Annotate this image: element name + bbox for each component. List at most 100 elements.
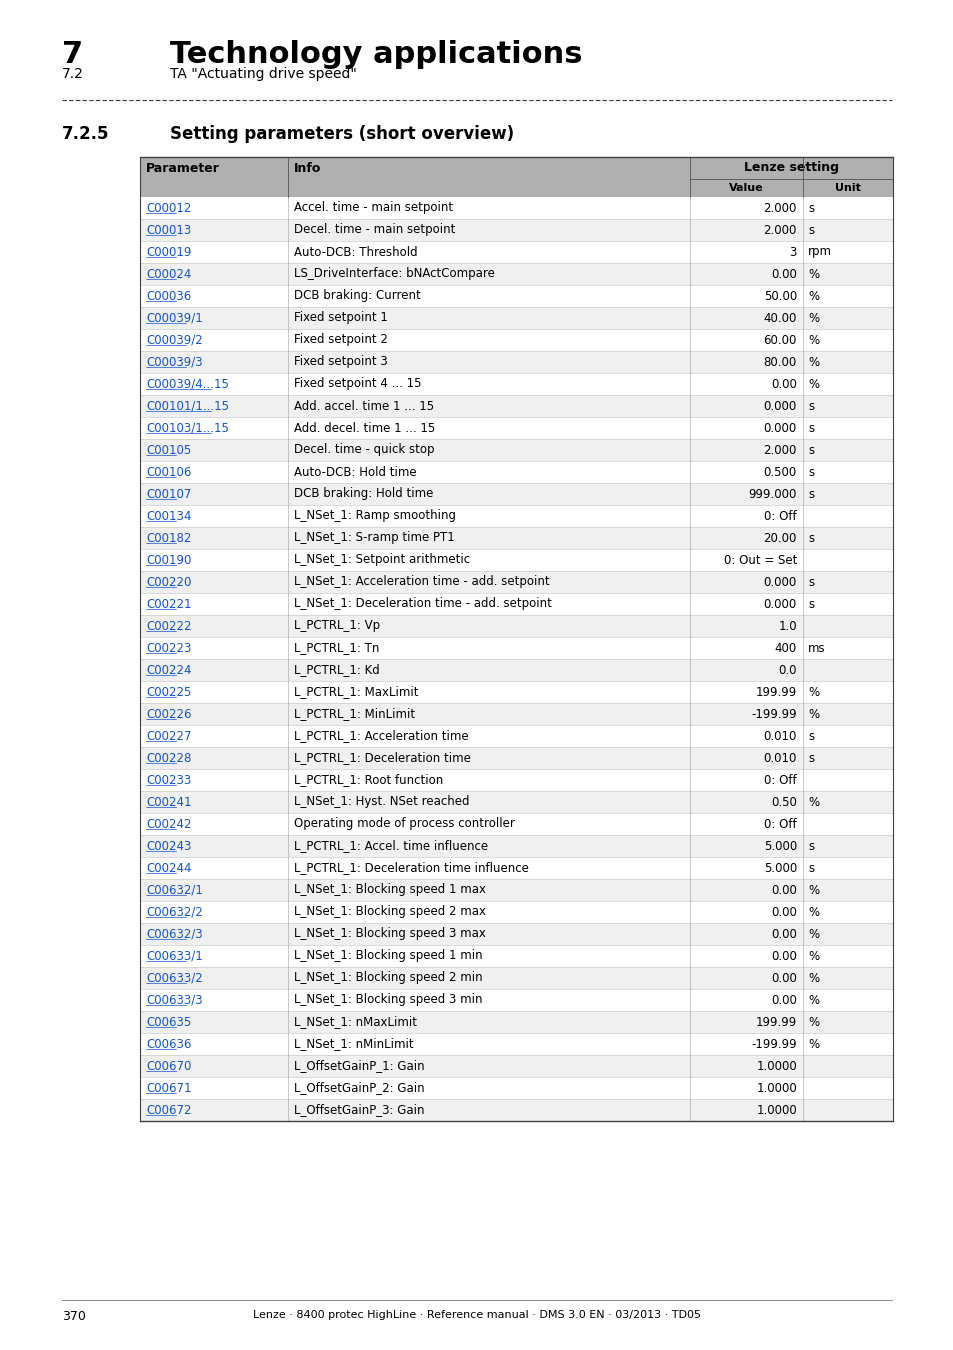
Bar [140, 417, 892, 439]
Bar [140, 460, 892, 483]
Text: 0.010: 0.010 [762, 729, 796, 742]
Text: C00633/1: C00633/1 [146, 949, 203, 963]
Text: C00226: C00226 [146, 707, 192, 721]
Text: s: s [807, 224, 813, 236]
Text: %: % [807, 949, 819, 963]
Text: Unit: Unit [834, 184, 860, 193]
Text: 2.000: 2.000 [762, 201, 796, 215]
Text: 1.0000: 1.0000 [756, 1103, 796, 1116]
Text: %: % [807, 972, 819, 984]
Text: s: s [807, 487, 813, 501]
Text: 3: 3 [789, 246, 796, 258]
Bar [140, 306, 892, 329]
Text: Auto-DCB: Threshold: Auto-DCB: Threshold [294, 246, 417, 258]
Text: LS_DriveInterface: bNActCompare: LS_DriveInterface: bNActCompare [294, 267, 495, 281]
Bar [140, 157, 892, 180]
Text: L_PCTRL_1: MaxLimit: L_PCTRL_1: MaxLimit [294, 686, 418, 698]
Text: L_NSet_1: Acceleration time - add. setpoint: L_NSet_1: Acceleration time - add. setpo… [294, 575, 549, 589]
Text: %: % [807, 927, 819, 941]
Text: s: s [807, 466, 813, 478]
Text: 0.00: 0.00 [770, 378, 796, 390]
Bar [140, 373, 892, 396]
Text: 2.000: 2.000 [762, 444, 796, 456]
Bar [140, 439, 892, 460]
Bar [140, 703, 892, 725]
Text: %: % [807, 1015, 819, 1029]
Text: %: % [807, 289, 819, 302]
Text: s: s [807, 861, 813, 875]
Text: DCB braking: Hold time: DCB braking: Hold time [294, 487, 433, 501]
Text: s: s [807, 421, 813, 435]
Text: 80.00: 80.00 [763, 355, 796, 369]
Text: Lenze · 8400 protec HighLine · Reference manual · DMS 3.0 EN · 03/2013 · TD05: Lenze · 8400 protec HighLine · Reference… [253, 1310, 700, 1320]
Text: 199.99: 199.99 [755, 1015, 796, 1029]
Text: C00105: C00105 [146, 444, 191, 456]
Text: 0.00: 0.00 [770, 994, 796, 1007]
Text: C00672: C00672 [146, 1103, 192, 1116]
Bar [140, 526, 892, 549]
Text: s: s [807, 201, 813, 215]
Text: C00223: C00223 [146, 641, 192, 655]
Text: L_NSet_1: Blocking speed 3 max: L_NSet_1: Blocking speed 3 max [294, 927, 485, 941]
Text: C00039/2: C00039/2 [146, 333, 203, 347]
Bar [140, 1011, 892, 1033]
Bar [140, 725, 892, 747]
Bar [140, 923, 892, 945]
Bar [140, 747, 892, 769]
Text: 7.2: 7.2 [62, 68, 84, 81]
Text: Technology applications: Technology applications [170, 40, 582, 69]
Text: C00039/1: C00039/1 [146, 312, 203, 324]
Text: L_NSet_1: Blocking speed 3 min: L_NSet_1: Blocking speed 3 min [294, 994, 482, 1007]
Bar [140, 1033, 892, 1054]
Text: Auto-DCB: Hold time: Auto-DCB: Hold time [294, 466, 416, 478]
Text: s: s [807, 598, 813, 610]
Text: %: % [807, 355, 819, 369]
Text: 0.000: 0.000 [763, 598, 796, 610]
Text: 5.000: 5.000 [763, 840, 796, 852]
Text: C00227: C00227 [146, 729, 192, 742]
Text: L_NSet_1: Setpoint arithmetic: L_NSet_1: Setpoint arithmetic [294, 554, 470, 567]
Text: %: % [807, 333, 819, 347]
Text: L_NSet_1: Hyst. NSet reached: L_NSet_1: Hyst. NSet reached [294, 795, 469, 809]
Bar [140, 1054, 892, 1077]
Text: C00013: C00013 [146, 224, 191, 236]
Bar [140, 900, 892, 923]
Text: Decel. time - main setpoint: Decel. time - main setpoint [294, 224, 455, 236]
Bar [140, 351, 892, 373]
Bar [140, 396, 892, 417]
Text: C00106: C00106 [146, 466, 192, 478]
Text: 2.000: 2.000 [762, 224, 796, 236]
Text: C00222: C00222 [146, 620, 192, 633]
Text: 40.00: 40.00 [762, 312, 796, 324]
Text: C00228: C00228 [146, 752, 192, 764]
Text: 0.010: 0.010 [762, 752, 796, 764]
Text: C00182: C00182 [146, 532, 192, 544]
Text: 0.00: 0.00 [770, 267, 796, 281]
Text: 199.99: 199.99 [755, 686, 796, 698]
Bar [140, 180, 892, 197]
Text: Value: Value [728, 184, 763, 193]
Text: 60.00: 60.00 [762, 333, 796, 347]
Bar [140, 219, 892, 242]
Text: C00635: C00635 [146, 1015, 191, 1029]
Text: C00103/1...15: C00103/1...15 [146, 421, 229, 435]
Text: s: s [807, 575, 813, 589]
Text: C00244: C00244 [146, 861, 192, 875]
Text: %: % [807, 267, 819, 281]
Text: 0.000: 0.000 [763, 400, 796, 413]
Text: C00190: C00190 [146, 554, 192, 567]
Text: C00633/2: C00633/2 [146, 972, 203, 984]
Bar [140, 549, 892, 571]
Text: 20.00: 20.00 [762, 532, 796, 544]
Text: C00670: C00670 [146, 1060, 192, 1072]
Text: C00221: C00221 [146, 598, 192, 610]
Bar [140, 791, 892, 813]
Text: Lenze setting: Lenze setting [743, 162, 838, 174]
Bar [140, 505, 892, 526]
Text: Operating mode of process controller: Operating mode of process controller [294, 818, 515, 830]
Text: -199.99: -199.99 [751, 1038, 796, 1050]
Text: C00225: C00225 [146, 686, 192, 698]
Text: 1.0000: 1.0000 [756, 1060, 796, 1072]
Text: 0: Off: 0: Off [763, 509, 796, 522]
Text: Fixed setpoint 1: Fixed setpoint 1 [294, 312, 388, 324]
